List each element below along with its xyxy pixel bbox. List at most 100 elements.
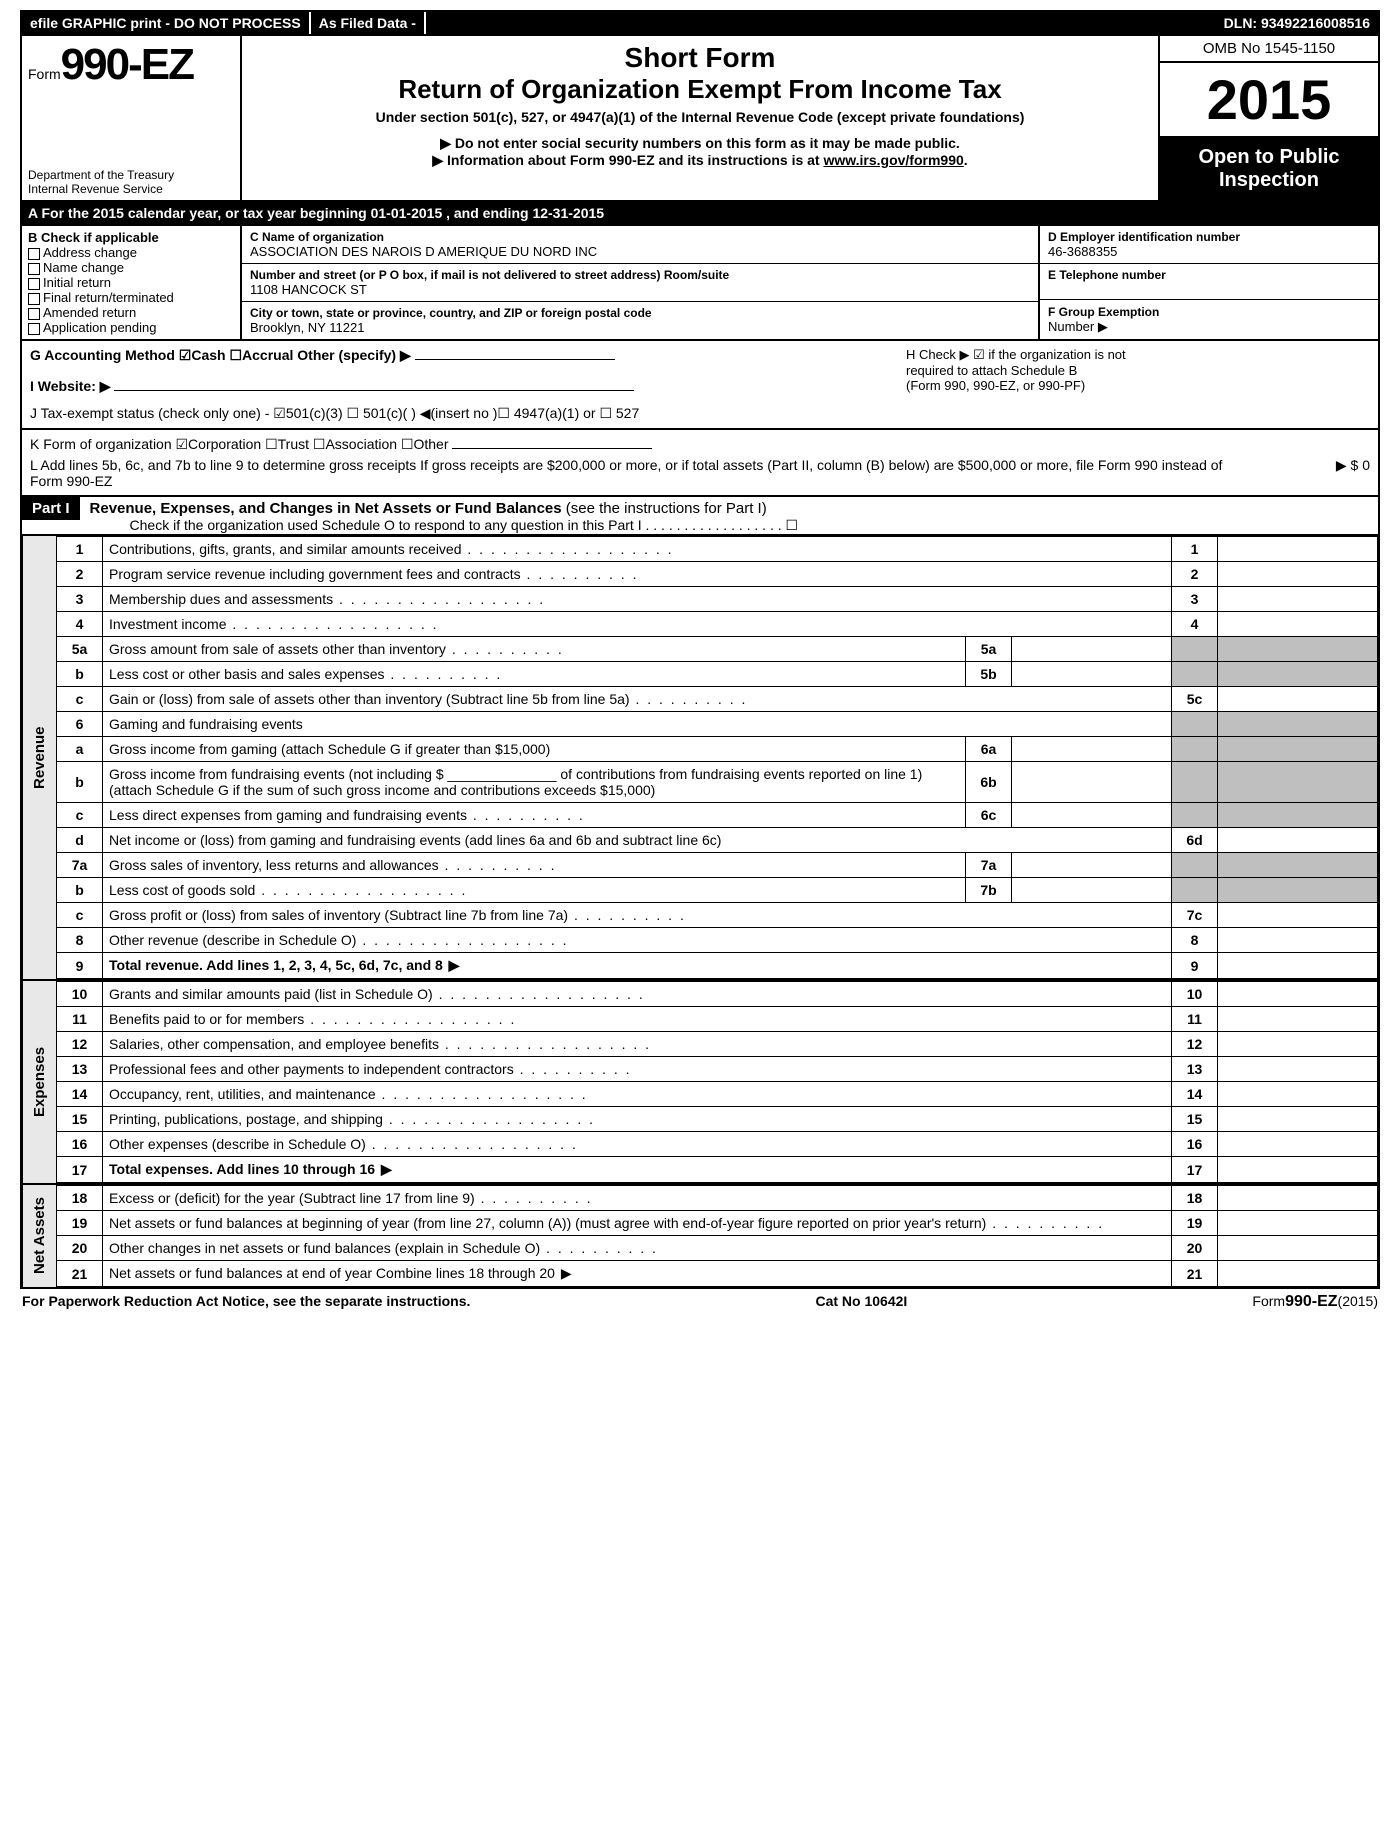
line-7b-num: b xyxy=(57,878,103,903)
form-number: Form990-EZ xyxy=(28,40,234,90)
section-c: C Name of organization ASSOCIATION DES N… xyxy=(242,226,1038,339)
line-5b-subamt[interactable] xyxy=(1012,662,1172,687)
part1-title: Revenue, Expenses, and Changes in Net As… xyxy=(90,500,562,517)
line-16-amt[interactable] xyxy=(1218,1132,1378,1157)
org-name-label: C Name of organization xyxy=(250,230,1030,244)
org-info-block: B Check if applicable Address change Nam… xyxy=(20,226,1380,341)
line-l-amount: ▶ $ 0 xyxy=(1250,457,1370,489)
line-6b-subamt[interactable] xyxy=(1012,762,1172,803)
subtitle: Under section 501(c), 527, or 4947(a)(1)… xyxy=(252,109,1148,125)
line-6c-subamt[interactable] xyxy=(1012,803,1172,828)
line-5a-text: Gross amount from sale of assets other t… xyxy=(109,641,564,657)
ein-value: 46-3688355 xyxy=(1048,244,1370,259)
accounting-other-input[interactable] xyxy=(415,359,615,360)
line-6-text: Gaming and fundraising events xyxy=(103,712,1172,737)
line-7b-text: Less cost of goods sold xyxy=(109,882,467,898)
line-16-text: Other expenses (describe in Schedule O) xyxy=(109,1136,578,1152)
org-city: Brooklyn, NY 11221 xyxy=(250,320,1030,335)
line-6a-subamt[interactable] xyxy=(1012,737,1172,762)
line-5c-amt[interactable] xyxy=(1218,687,1378,712)
line-7b-sub: 7b xyxy=(966,878,1012,903)
line-15-num: 15 xyxy=(57,1107,103,1132)
bullet-info: ▶ Information about Form 990-EZ and its … xyxy=(252,152,1148,169)
line-7c-num: c xyxy=(57,903,103,928)
accounting-method: G Accounting Method ☑Cash ☐Accrual Other… xyxy=(30,347,411,363)
line-7b-subamt[interactable] xyxy=(1012,878,1172,903)
line-20-amt[interactable] xyxy=(1218,1236,1378,1261)
line-5b-shade2 xyxy=(1218,662,1378,687)
section-b-title: B Check if applicable xyxy=(28,230,234,245)
line-4-rnum: 4 xyxy=(1172,612,1218,637)
line-2-amt[interactable] xyxy=(1218,562,1378,587)
footer-paperwork: For Paperwork Reduction Act Notice, see … xyxy=(22,1293,470,1311)
check-initial-return[interactable]: Initial return xyxy=(28,275,234,290)
form-of-org-other-input[interactable] xyxy=(452,448,652,449)
line-21-amt[interactable] xyxy=(1218,1261,1378,1287)
tax-year: 2015 xyxy=(1160,63,1378,138)
line-18-amt[interactable] xyxy=(1218,1186,1378,1211)
check-final-return[interactable]: Final return/terminated xyxy=(28,290,234,305)
line-13-amt[interactable] xyxy=(1218,1057,1378,1082)
line-1-num: 1 xyxy=(57,537,103,562)
line-19-num: 19 xyxy=(57,1211,103,1236)
check-name-change[interactable]: Name change xyxy=(28,260,234,275)
line-7a-shade xyxy=(1172,853,1218,878)
line-6c-shade xyxy=(1172,803,1218,828)
footer-form-pre: Form xyxy=(1252,1293,1285,1309)
line-3-rnum: 3 xyxy=(1172,587,1218,612)
line-7a-subamt[interactable] xyxy=(1012,853,1172,878)
group-exemption-label: F Group Exemption xyxy=(1048,305,1159,319)
line-11-text: Benefits paid to or for members xyxy=(109,1011,516,1027)
line-7a-text: Gross sales of inventory, less returns a… xyxy=(109,857,556,873)
line-8-text: Other revenue (describe in Schedule O) xyxy=(109,932,569,948)
line-5b-text: Less cost or other basis and sales expen… xyxy=(109,666,502,682)
line-7b-shade2 xyxy=(1218,878,1378,903)
line-3-amt[interactable] xyxy=(1218,587,1378,612)
org-addr: 1108 HANCOCK ST xyxy=(250,282,1030,297)
line-4-amt[interactable] xyxy=(1218,612,1378,637)
dept-treasury: Department of the Treasury xyxy=(28,168,234,182)
line-12-amt[interactable] xyxy=(1218,1032,1378,1057)
line-20-text: Other changes in net assets or fund bala… xyxy=(109,1240,658,1256)
line-17-amt[interactable] xyxy=(1218,1157,1378,1183)
line-15-rnum: 15 xyxy=(1172,1107,1218,1132)
page-footer: For Paperwork Reduction Act Notice, see … xyxy=(20,1289,1380,1311)
line-6-num: 6 xyxy=(57,712,103,737)
line-5a-num: 5a xyxy=(57,637,103,662)
line-8-num: 8 xyxy=(57,928,103,953)
line-5a-shade2 xyxy=(1218,637,1378,662)
line-14-num: 14 xyxy=(57,1082,103,1107)
line-5b-num: b xyxy=(57,662,103,687)
line-6c-shade2 xyxy=(1218,803,1378,828)
check-address-change[interactable]: Address change xyxy=(28,245,234,260)
line-1-text: Contributions, gifts, grants, and simila… xyxy=(109,541,674,557)
line-4-num: 4 xyxy=(57,612,103,637)
line-10-amt[interactable] xyxy=(1218,982,1378,1007)
line-15-amt[interactable] xyxy=(1218,1107,1378,1132)
line-3-num: 3 xyxy=(57,587,103,612)
line-9-amt[interactable] xyxy=(1218,953,1378,979)
asfiled-label: As Filed Data - xyxy=(311,12,426,34)
section-h-l1: H Check ▶ ☑ if the organization is not xyxy=(906,347,1370,363)
line-5c-rnum: 5c xyxy=(1172,687,1218,712)
check-amended-return[interactable]: Amended return xyxy=(28,305,234,320)
line-6a-sub: 6a xyxy=(966,737,1012,762)
check-application-pending[interactable]: Application pending xyxy=(28,320,234,335)
website-input[interactable] xyxy=(114,390,634,391)
tax-exempt-status: J Tax-exempt status (check only one) - ☑… xyxy=(30,405,639,421)
line-19-amt[interactable] xyxy=(1218,1211,1378,1236)
line-1-amt[interactable] xyxy=(1218,537,1378,562)
line-6d-amt[interactable] xyxy=(1218,828,1378,853)
line-7c-amt[interactable] xyxy=(1218,903,1378,928)
line-14-amt[interactable] xyxy=(1218,1082,1378,1107)
line-5c-num: c xyxy=(57,687,103,712)
footer-form-post: (2015) xyxy=(1338,1293,1378,1309)
line-7a-shade2 xyxy=(1218,853,1378,878)
irs-link[interactable]: www.irs.gov/form990 xyxy=(823,152,963,168)
line-12-num: 12 xyxy=(57,1032,103,1057)
line-11-amt[interactable] xyxy=(1218,1007,1378,1032)
line-12-rnum: 12 xyxy=(1172,1032,1218,1057)
line-5a-subamt[interactable] xyxy=(1012,637,1172,662)
line-8-amt[interactable] xyxy=(1218,928,1378,953)
footer-form-num: 990-EZ xyxy=(1285,1293,1337,1310)
